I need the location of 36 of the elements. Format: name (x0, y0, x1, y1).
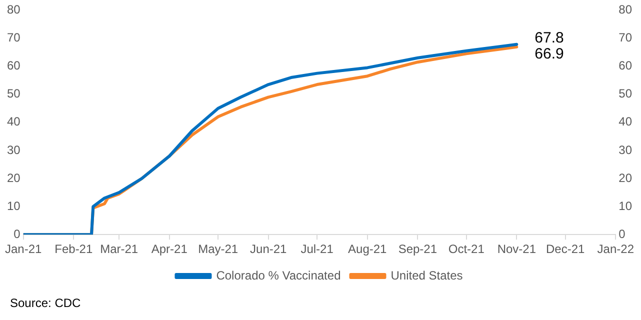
y2-tick-label: 20 (618, 170, 632, 185)
x-tick-label: Jun-21 (250, 242, 288, 256)
x-tick-label: Nov-21 (497, 242, 536, 256)
y-tick-label: 40 (6, 114, 21, 129)
y2-tick-label: 60 (618, 58, 632, 73)
y2-tick-label: 30 (618, 142, 632, 157)
x-tick-label: Jan-21 (4, 242, 42, 256)
x-tick-label: Dec-21 (546, 242, 586, 256)
x-tick-label: Sep-21 (398, 242, 438, 256)
y2-tick-label: 80 (618, 2, 632, 17)
x-tick-label: Aug-21 (348, 242, 388, 256)
y2-tick-label: 40 (618, 114, 632, 129)
y-tick-label: 30 (6, 142, 21, 157)
annotation: 67.8 (534, 30, 564, 47)
legend-label: United States (390, 268, 463, 282)
y-tick-label: 70 (6, 30, 21, 45)
y-tick-label: 0 (14, 226, 21, 241)
y-tick-label: 20 (6, 170, 21, 185)
x-tick-label: Feb-21 (54, 242, 93, 256)
x-tick-label: Jan-22 (597, 242, 634, 256)
y-tick-label: 10 (6, 198, 21, 213)
y2-tick-label: 10 (618, 198, 632, 213)
y-tick-label: 50 (6, 86, 21, 101)
y2-tick-label: 70 (618, 30, 632, 45)
x-tick-label: Jul-21 (300, 242, 334, 256)
source-note: Source: CDC (10, 296, 81, 310)
y-tick-label: 60 (6, 58, 21, 73)
x-tick-label: Mar-21 (100, 242, 138, 256)
y-tick-label: 80 (6, 2, 21, 17)
x-tick-label: Apr-21 (151, 242, 188, 256)
x-tick-label: May-21 (198, 242, 238, 256)
legend-label: Colorado % Vaccinated (216, 268, 341, 282)
y2-tick-label: 0 (618, 226, 626, 241)
x-tick-label: Oct-21 (448, 242, 485, 256)
annotation: 66.9 (534, 46, 564, 63)
y2-tick-label: 50 (618, 86, 632, 101)
